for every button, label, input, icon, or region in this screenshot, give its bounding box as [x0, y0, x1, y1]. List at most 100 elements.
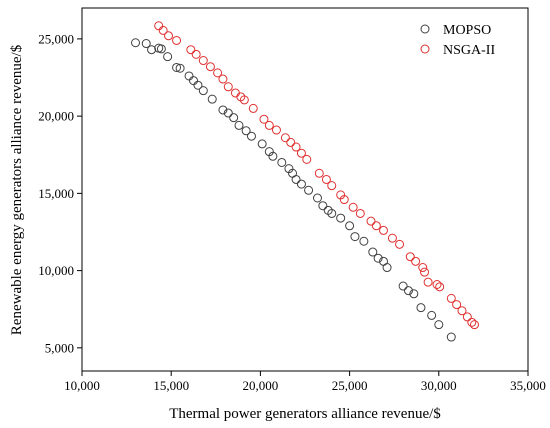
- point-nsga-ii: [205, 62, 215, 72]
- point-nsga-ii: [213, 68, 223, 78]
- point-mopso: [409, 289, 419, 299]
- point-nsga-ii: [395, 239, 405, 249]
- point-mopso: [223, 108, 233, 118]
- point-mopso: [141, 39, 151, 49]
- point-mopso: [193, 80, 203, 90]
- point-nsga-ii: [321, 174, 331, 184]
- point-mopso: [327, 208, 337, 218]
- point-mopso: [398, 281, 408, 291]
- point-nsga-ii: [339, 195, 349, 205]
- legend-marker-mopso: [420, 24, 430, 34]
- point-nsga-ii: [366, 216, 376, 226]
- point-nsga-ii: [291, 142, 301, 152]
- point-mopso: [175, 63, 185, 73]
- x-axis-label: Thermal power generators alliance revenu…: [169, 406, 441, 422]
- point-nsga-ii: [172, 35, 182, 45]
- point-nsga-ii: [271, 125, 281, 135]
- point-mopso: [427, 310, 437, 320]
- point-nsga-ii: [296, 148, 306, 158]
- legend-label-mopso: MOPSO: [443, 23, 491, 38]
- point-mopso: [373, 253, 383, 263]
- point-nsga-ii: [230, 88, 240, 98]
- point-nsga-ii: [248, 103, 258, 113]
- point-mopso: [336, 213, 346, 223]
- point-nsga-ii: [223, 82, 233, 92]
- point-mopso: [246, 131, 256, 141]
- x-tick-label: 10,000: [64, 378, 100, 393]
- point-nsga-ii: [239, 95, 249, 105]
- y-tick-label: 5,000: [45, 340, 74, 355]
- point-nsga-ii: [469, 320, 479, 330]
- axis-ticks: 10,000 15,000 20,000 25,000 30,000 35,000 5,00…: [38, 31, 546, 393]
- point-nsga-ii: [327, 181, 337, 191]
- point-nsga-ii: [154, 21, 164, 31]
- y-tick-label: 25,000: [38, 31, 74, 46]
- point-nsga-ii: [314, 168, 324, 178]
- point-nsga-ii: [355, 208, 365, 218]
- point-mopso: [446, 332, 456, 342]
- point-mopso: [198, 86, 208, 96]
- x-tick-label: 15,000: [153, 378, 189, 393]
- plot-frame: [81, 7, 529, 372]
- point-mopso: [268, 151, 278, 161]
- point-nsga-ii: [164, 31, 174, 41]
- legend-label-nsga-ii: NSGA-II: [443, 43, 495, 58]
- y-tick-label: 10,000: [38, 263, 74, 278]
- x-tick-label: 25,000: [332, 378, 368, 393]
- point-nsga-ii: [435, 282, 445, 292]
- point-mopso: [207, 94, 217, 104]
- point-nsga-ii: [387, 233, 397, 243]
- point-mopso: [172, 62, 182, 72]
- point-nsga-ii: [186, 45, 196, 55]
- legend-marker-nsga-ii: [420, 44, 430, 54]
- point-mopso: [359, 236, 369, 246]
- point-mopso: [241, 126, 251, 136]
- point-nsga-ii: [423, 277, 433, 287]
- point-mopso: [189, 76, 198, 86]
- point-nsga-ii: [405, 252, 415, 262]
- y-tick-label: 20,000: [38, 109, 74, 124]
- point-mopso: [147, 45, 157, 55]
- data-points: [131, 21, 479, 342]
- point-mopso: [277, 157, 287, 167]
- point-nsga-ii: [467, 317, 477, 327]
- point-mopso: [218, 105, 228, 115]
- point-nsga-ii: [457, 306, 467, 316]
- point-nsga-ii: [218, 74, 228, 84]
- point-mopso: [434, 320, 444, 330]
- x-tick-label: 35,000: [510, 378, 546, 393]
- point-nsga-ii: [446, 293, 456, 303]
- point-nsga-ii: [348, 202, 358, 212]
- point-mopso: [291, 174, 301, 184]
- point-nsga-ii: [411, 256, 421, 266]
- point-mopso: [257, 139, 267, 149]
- point-nsga-ii: [378, 225, 388, 235]
- point-mopso: [318, 201, 328, 211]
- point-mopso: [416, 303, 426, 313]
- x-tick-label: 30,000: [421, 378, 457, 393]
- point-mopso: [350, 232, 360, 242]
- point-nsga-ii: [371, 221, 381, 231]
- point-nsga-ii: [302, 154, 312, 164]
- point-nsga-ii: [420, 267, 430, 277]
- point-nsga-ii: [158, 25, 168, 35]
- point-nsga-ii: [432, 279, 442, 289]
- point-mopso: [296, 179, 306, 189]
- point-mopso: [312, 193, 322, 203]
- point-mopso: [403, 286, 413, 296]
- point-mopso: [304, 185, 314, 195]
- point-mopso: [234, 120, 244, 130]
- point-mopso: [131, 38, 141, 48]
- point-mopso: [382, 263, 392, 273]
- point-mopso: [368, 247, 378, 257]
- point-nsga-ii: [280, 133, 290, 143]
- point-nsga-ii: [198, 56, 208, 66]
- point-nsga-ii: [452, 300, 462, 310]
- y-axis-label: Renewable energy generators alliance rev…: [9, 44, 25, 335]
- point-nsga-ii: [191, 49, 201, 59]
- point-mopso: [345, 221, 355, 231]
- point-mopso: [184, 71, 194, 81]
- point-mopso: [156, 44, 166, 54]
- point-mopso: [163, 52, 173, 62]
- x-tick-label: 20,000: [243, 378, 279, 393]
